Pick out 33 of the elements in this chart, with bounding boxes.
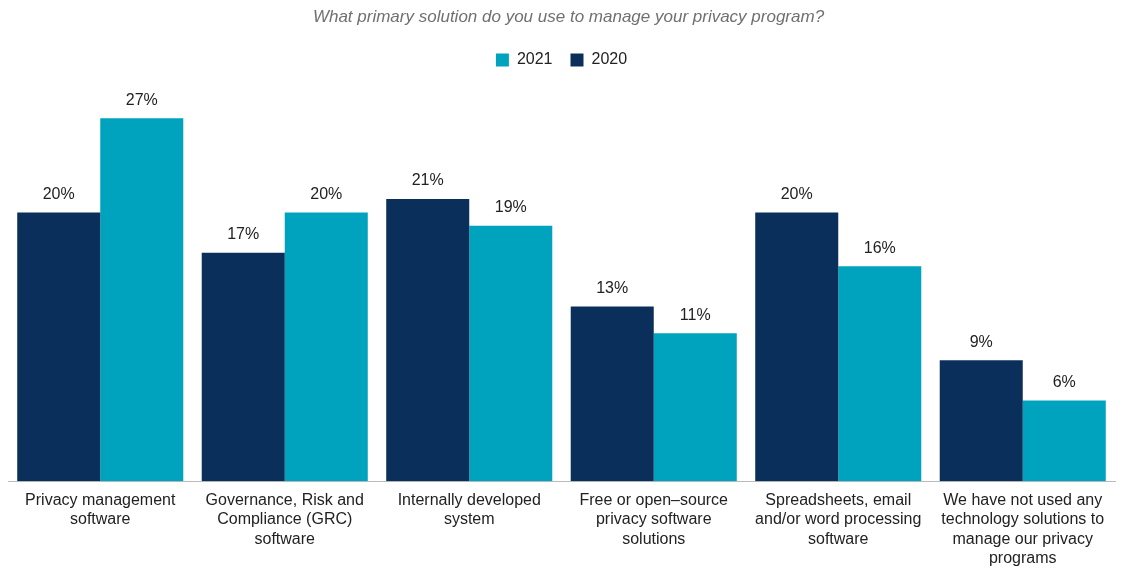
bar (838, 266, 922, 482)
bar (1022, 400, 1106, 482)
data-label: 20% (310, 184, 343, 202)
data-label: 27% (125, 90, 158, 108)
x-tick-label: Free or open–source privacy software solutions (579, 491, 729, 547)
data-label: 19% (494, 198, 527, 216)
data-label: 11% (679, 305, 711, 323)
data-label: 6% (1052, 372, 1076, 390)
bar (17, 212, 101, 482)
bar (939, 360, 1023, 482)
bar (284, 212, 368, 482)
bar (755, 212, 839, 482)
x-tick-label: We have not used any technology solutions to manage our privacy programs (941, 491, 1105, 566)
legend-label: 2020 (591, 50, 628, 68)
x-tick-label: Spreadsheets, email and/or word processing software (755, 491, 922, 547)
bar (201, 252, 285, 482)
bar (100, 118, 184, 482)
data-label: 16% (863, 238, 896, 256)
x-tick-label: Governance, Risk and Compliance (GRC) software (205, 491, 364, 547)
data-label: 21% (411, 171, 444, 189)
bar (469, 225, 553, 482)
x-tick-label: Internally developed system (397, 491, 541, 528)
legend-label: 2021 (516, 50, 553, 68)
data-label: 13% (596, 278, 629, 296)
x-tick-label: Privacy management software (25, 491, 176, 528)
bar (386, 198, 470, 482)
chart-title: What primary solution do you use to manage your privacy program? (311, 6, 826, 28)
data-label: 20% (780, 184, 813, 202)
data-label: 17% (227, 225, 260, 243)
bar (653, 333, 737, 482)
data-label: 9% (969, 332, 993, 350)
data-label: 20% (42, 184, 75, 202)
bar (570, 306, 654, 482)
